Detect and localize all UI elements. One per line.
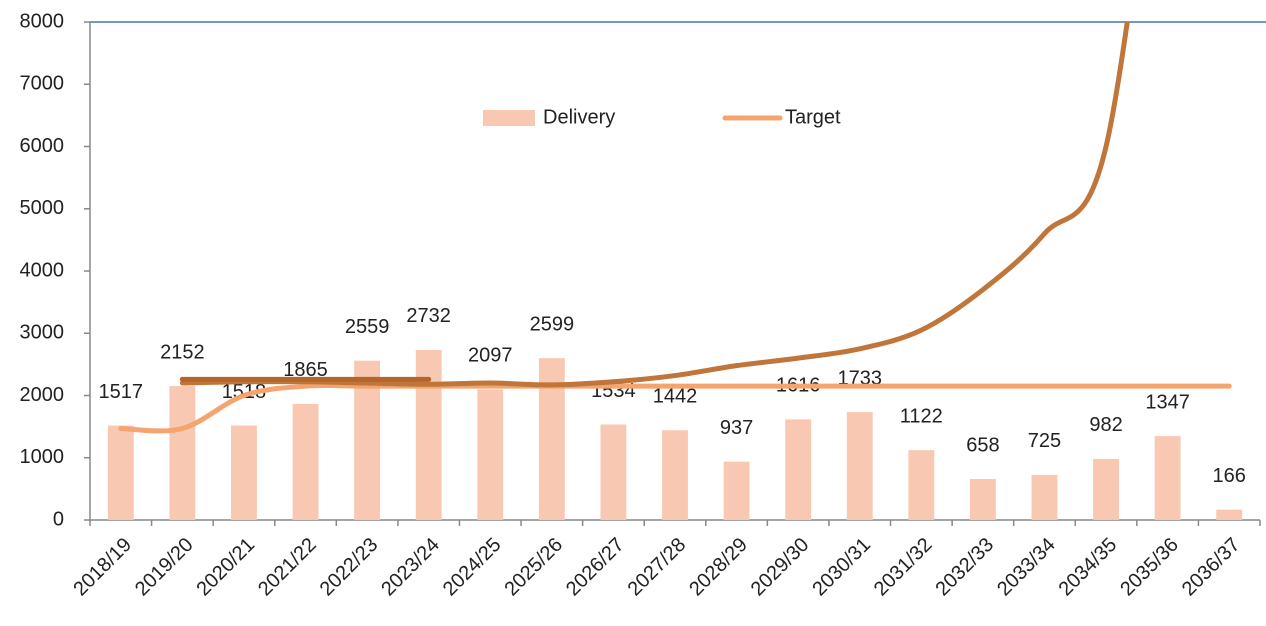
bar	[292, 403, 319, 520]
bar	[785, 419, 812, 520]
x-tick-label: 2035/36	[1116, 534, 1183, 601]
y-tick-label: 1000	[20, 446, 65, 468]
data-label: 1865	[283, 359, 328, 381]
data-label: 1442	[653, 386, 698, 408]
data-label: 2559	[345, 316, 390, 338]
bar	[600, 424, 627, 520]
bar	[477, 389, 504, 520]
y-tick-label: 7000	[20, 73, 65, 95]
bar	[1093, 458, 1119, 520]
bar	[1154, 436, 1181, 520]
x-tick-label: 2021/22	[254, 534, 321, 601]
x-tick-label: 2030/31	[808, 534, 875, 601]
line	[179, 22, 1130, 388]
bar	[107, 425, 134, 520]
bar	[1216, 509, 1243, 520]
data-label: 2732	[406, 305, 451, 327]
bar	[969, 479, 996, 520]
bar	[231, 425, 257, 520]
legend-label: Delivery	[543, 106, 615, 128]
legend-swatch	[483, 110, 535, 126]
x-tick-label: 2032/33	[931, 534, 998, 601]
data-label: 166	[1213, 465, 1246, 487]
y-tick-label: 4000	[20, 259, 65, 281]
y-tick-label: 6000	[20, 135, 65, 157]
bar	[846, 412, 873, 520]
line	[118, 382, 1232, 434]
data-label: 1518	[222, 381, 267, 403]
y-tick-label: 3000	[20, 322, 65, 344]
x-tick-label: 2025/26	[500, 534, 567, 601]
x-tick-label: 2019/20	[131, 534, 198, 601]
data-label: 2097	[468, 345, 513, 367]
x-tick-label: 2026/27	[562, 534, 629, 601]
y-tick-label: 8000	[20, 10, 65, 32]
data-label: 1517	[99, 381, 144, 403]
y-tick-label: 5000	[20, 197, 65, 219]
x-tick-label: 2033/34	[993, 534, 1060, 601]
x-tick-label: 2028/29	[685, 534, 752, 601]
bar	[908, 450, 935, 520]
bar	[415, 349, 442, 520]
bar	[723, 461, 750, 520]
legend-label: Target	[785, 106, 841, 128]
x-tick-label: 2020/21	[193, 534, 260, 601]
x-tick-label: 2018/19	[69, 534, 136, 601]
x-tick-label: 2034/35	[1055, 534, 1122, 601]
data-label: 937	[720, 417, 753, 439]
data-label: 1347	[1145, 391, 1190, 413]
y-tick-label: 2000	[20, 384, 65, 406]
data-label: 658	[966, 434, 999, 456]
x-tick-label: 2024/25	[439, 534, 506, 601]
x-tick-label: 2027/28	[624, 534, 691, 601]
x-tick-label: 2022/23	[316, 534, 383, 601]
data-label: 725	[1028, 430, 1061, 452]
x-tick-label: 2036/37	[1178, 534, 1245, 601]
bar	[662, 430, 688, 520]
x-tick-label: 2023/24	[377, 534, 444, 601]
bar	[1031, 474, 1058, 520]
x-tick-label: 2029/30	[747, 534, 814, 601]
y-tick-label: 0	[53, 508, 64, 530]
data-label: 2599	[530, 313, 575, 335]
data-label: 1122	[900, 405, 943, 427]
data-label: 982	[1089, 414, 1122, 436]
x-tick-label: 2031/32	[870, 534, 937, 601]
data-label: 2152	[160, 341, 205, 363]
bar	[169, 386, 196, 520]
